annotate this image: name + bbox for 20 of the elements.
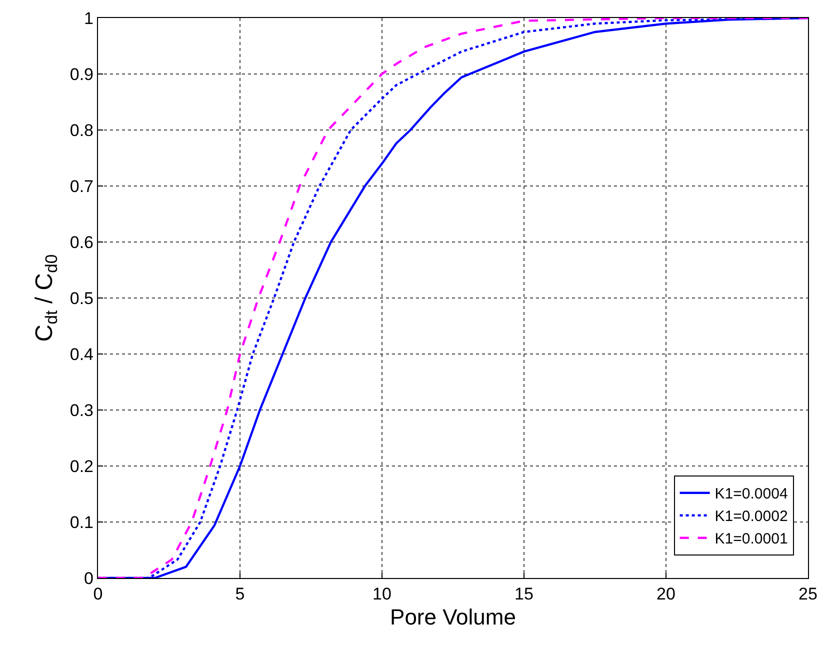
x-tick-label: 20 xyxy=(656,584,676,604)
legend-label: K1=0.0002 xyxy=(714,508,788,526)
x-tick-label: 5 xyxy=(235,584,245,604)
y-tick-label: 0.4 xyxy=(70,344,94,364)
y-tick-label: 0.2 xyxy=(70,456,94,476)
x-axis-title: Pore Volume xyxy=(390,604,516,630)
y-tick-label: 1 xyxy=(84,8,94,28)
x-tick-label: 25 xyxy=(798,584,818,604)
x-tick-label: 15 xyxy=(514,584,534,604)
y-tick-label: 0 xyxy=(84,568,94,588)
y-tick-label: 0.6 xyxy=(70,232,94,252)
legend-label: K1=0.0001 xyxy=(714,530,788,548)
y-tick-label: 0.5 xyxy=(70,288,94,308)
y-tick-label: 0.3 xyxy=(70,400,94,420)
y-tick-label: 0.8 xyxy=(70,120,94,140)
y-tick-label: 0.1 xyxy=(70,512,94,532)
legend-label: K1=0.0004 xyxy=(714,486,788,503)
y-tick-label: 0.9 xyxy=(70,64,94,84)
x-tick-label: 10 xyxy=(372,584,392,604)
y-tick-label: 0.7 xyxy=(70,176,94,196)
